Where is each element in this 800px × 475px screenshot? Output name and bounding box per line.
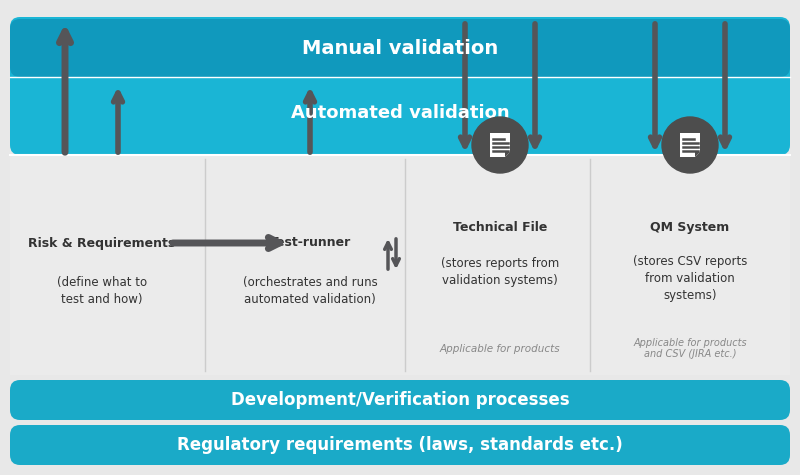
Text: Applicable for products
and CSV (JIRA etc.): Applicable for products and CSV (JIRA et… <box>633 338 747 360</box>
Text: Applicable for products: Applicable for products <box>440 343 560 353</box>
Circle shape <box>662 117 718 173</box>
Text: QM System: QM System <box>650 221 730 234</box>
Text: Regulatory requirements (laws, standards etc.): Regulatory requirements (laws, standards… <box>177 436 623 454</box>
Text: (orchestrates and runs
automated validation): (orchestrates and runs automated validat… <box>242 276 378 306</box>
Text: Manual validation: Manual validation <box>302 38 498 57</box>
Circle shape <box>472 117 528 173</box>
Text: (stores reports from
validation systems): (stores reports from validation systems) <box>441 256 559 286</box>
FancyBboxPatch shape <box>10 380 790 420</box>
FancyBboxPatch shape <box>10 155 790 375</box>
FancyBboxPatch shape <box>10 425 790 465</box>
Text: Test-runner: Test-runner <box>270 237 350 249</box>
Polygon shape <box>680 133 700 157</box>
Polygon shape <box>505 152 510 157</box>
Text: Risk & Requirements: Risk & Requirements <box>28 237 176 249</box>
Text: (define what to
test and how): (define what to test and how) <box>57 276 147 306</box>
Text: Technical File: Technical File <box>453 221 547 234</box>
Text: (stores CSV reports
from validation
systems): (stores CSV reports from validation syst… <box>633 255 747 302</box>
FancyBboxPatch shape <box>10 19 790 77</box>
Text: Development/Verification processes: Development/Verification processes <box>230 391 570 409</box>
FancyBboxPatch shape <box>10 17 790 375</box>
Polygon shape <box>490 133 510 157</box>
FancyBboxPatch shape <box>10 17 790 155</box>
Polygon shape <box>695 152 700 157</box>
Text: Automated validation: Automated validation <box>290 104 510 123</box>
